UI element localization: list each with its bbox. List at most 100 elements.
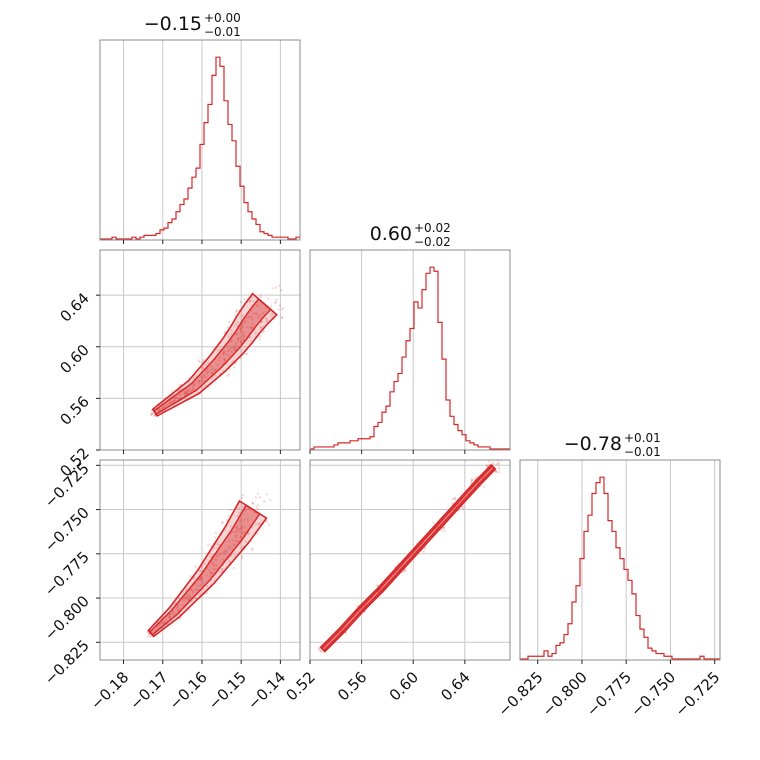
x-tick-label: 0.56 bbox=[334, 668, 370, 704]
sample-point bbox=[218, 348, 221, 351]
x-tick-label: 0.64 bbox=[437, 668, 473, 704]
sample-point bbox=[470, 481, 473, 484]
sample-point bbox=[237, 336, 240, 339]
sample-point bbox=[243, 297, 246, 301]
sample-point bbox=[222, 558, 225, 561]
sample-point bbox=[254, 496, 258, 499]
sample-point bbox=[251, 502, 254, 505]
sample-point bbox=[498, 461, 501, 464]
sample-point bbox=[487, 463, 490, 466]
sample-point bbox=[234, 525, 238, 528]
sample-point bbox=[236, 337, 240, 341]
sample-point bbox=[229, 508, 232, 512]
sample-point bbox=[234, 333, 237, 336]
panel-frame bbox=[309, 249, 511, 451]
sample-point bbox=[203, 562, 206, 565]
sample-point bbox=[243, 321, 246, 324]
sample-point bbox=[462, 507, 465, 510]
sample-point bbox=[205, 574, 208, 577]
sample-point bbox=[218, 553, 221, 557]
panel-frame bbox=[99, 39, 301, 241]
sample-point bbox=[239, 535, 243, 538]
sample-point bbox=[318, 647, 321, 650]
sample-point bbox=[227, 354, 230, 357]
sample-point bbox=[492, 463, 495, 466]
sample-point bbox=[229, 525, 232, 528]
sample-point bbox=[224, 330, 227, 333]
sample-point bbox=[165, 618, 168, 621]
sample-point bbox=[237, 321, 240, 324]
sample-point bbox=[217, 543, 220, 547]
sample-point bbox=[229, 347, 232, 350]
sample-point bbox=[251, 547, 254, 550]
sample-point bbox=[157, 409, 161, 412]
sample-point bbox=[216, 363, 219, 366]
sample-point bbox=[237, 506, 241, 510]
sample-point bbox=[255, 523, 258, 526]
sample-point bbox=[443, 530, 446, 533]
sample-point bbox=[221, 362, 224, 365]
sample-point bbox=[218, 359, 221, 362]
sample-point bbox=[233, 347, 236, 351]
sample-point bbox=[233, 348, 237, 352]
sample-point bbox=[256, 303, 259, 307]
sample-point bbox=[451, 497, 454, 501]
sample-point bbox=[470, 479, 473, 482]
sample-point bbox=[199, 576, 203, 579]
sample-point bbox=[146, 635, 149, 638]
sample-point bbox=[150, 413, 153, 416]
sample-point bbox=[453, 497, 456, 500]
sample-point bbox=[441, 526, 445, 530]
sample-point bbox=[226, 374, 229, 377]
sample-point bbox=[221, 522, 224, 525]
sample-point bbox=[440, 528, 443, 531]
sample-point bbox=[174, 396, 177, 399]
sample-point bbox=[158, 623, 161, 626]
param-title-1: 0.60 +0.02−0.02 bbox=[370, 221, 451, 249]
sample-point bbox=[496, 462, 500, 465]
sample-point bbox=[184, 596, 187, 599]
sample-point bbox=[164, 403, 168, 406]
sample-point bbox=[213, 564, 216, 567]
sample-point bbox=[225, 353, 228, 356]
param-title-2: −0.78 +0.01−0.01 bbox=[564, 431, 661, 459]
sample-point bbox=[200, 565, 203, 568]
sample-point bbox=[470, 477, 474, 480]
sample-point bbox=[260, 326, 263, 329]
sample-point bbox=[178, 384, 181, 387]
sample-point bbox=[237, 539, 240, 542]
sample-point bbox=[267, 297, 270, 300]
sample-point bbox=[222, 352, 225, 355]
x-tick-label: −0.725 bbox=[672, 668, 724, 720]
sample-point bbox=[171, 612, 174, 615]
sample-point bbox=[150, 413, 153, 416]
sample-point bbox=[280, 317, 283, 320]
sample-point bbox=[271, 312, 275, 316]
panel-frame bbox=[519, 459, 721, 661]
sample-point bbox=[205, 585, 208, 588]
sample-point bbox=[239, 328, 242, 331]
sample-point bbox=[227, 515, 230, 518]
sample-point bbox=[197, 379, 201, 383]
sample-point bbox=[166, 403, 170, 406]
sample-point bbox=[256, 532, 259, 536]
sample-point bbox=[247, 532, 250, 535]
sample-point bbox=[256, 507, 259, 511]
title-err-plus: +0.02 bbox=[414, 221, 451, 235]
sample-point bbox=[244, 531, 247, 534]
sample-point bbox=[192, 591, 195, 594]
y-tick-label: −0.750 bbox=[41, 504, 93, 556]
sample-point bbox=[222, 358, 225, 361]
sample-point bbox=[226, 349, 229, 353]
panel-frame bbox=[309, 459, 511, 661]
sample-point bbox=[158, 408, 162, 411]
sample-point bbox=[225, 519, 228, 522]
sample-point bbox=[245, 326, 249, 329]
sample-point bbox=[201, 581, 204, 584]
sample-point bbox=[470, 479, 473, 482]
sample-point bbox=[169, 613, 172, 617]
sample-point bbox=[254, 332, 257, 335]
sample-point bbox=[376, 584, 379, 587]
sample-point bbox=[207, 361, 210, 364]
